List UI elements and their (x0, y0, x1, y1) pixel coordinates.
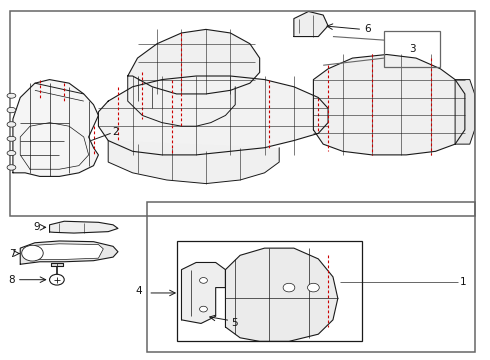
Ellipse shape (7, 122, 16, 127)
Bar (384, 31, 441, 67)
Circle shape (22, 245, 43, 261)
Text: 3: 3 (409, 44, 416, 54)
Text: 7: 7 (9, 248, 15, 258)
Polygon shape (51, 263, 63, 266)
Ellipse shape (7, 107, 16, 113)
Polygon shape (98, 76, 328, 155)
Ellipse shape (7, 150, 16, 156)
Text: 2: 2 (112, 127, 119, 136)
Circle shape (199, 278, 207, 283)
Polygon shape (181, 262, 225, 323)
Polygon shape (13, 80, 98, 176)
Text: 8: 8 (9, 275, 15, 285)
Polygon shape (20, 241, 118, 264)
Polygon shape (35, 244, 103, 260)
Text: 1: 1 (460, 277, 466, 287)
Ellipse shape (7, 165, 16, 170)
Text: 6: 6 (365, 24, 371, 35)
Circle shape (49, 274, 64, 285)
Circle shape (308, 283, 319, 292)
Polygon shape (225, 248, 338, 341)
Circle shape (199, 306, 207, 312)
Polygon shape (108, 140, 279, 184)
Bar (147, 202, 475, 352)
Bar (10, 12, 475, 216)
Polygon shape (128, 76, 235, 126)
Ellipse shape (7, 93, 16, 98)
Text: 9: 9 (33, 222, 40, 232)
Text: 5: 5 (231, 319, 238, 328)
Bar (176, 241, 362, 341)
Polygon shape (49, 221, 118, 233)
Polygon shape (294, 12, 328, 37)
Polygon shape (455, 80, 475, 144)
Polygon shape (128, 30, 260, 94)
Ellipse shape (7, 136, 16, 141)
Circle shape (283, 283, 295, 292)
Polygon shape (314, 54, 465, 155)
Text: 4: 4 (136, 286, 143, 296)
